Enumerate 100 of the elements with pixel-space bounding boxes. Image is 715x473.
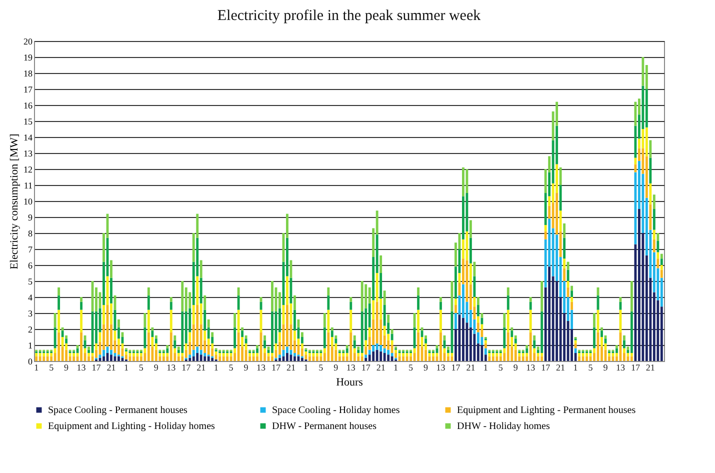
bar — [207, 356, 210, 361]
bar — [136, 356, 139, 361]
bar — [533, 335, 536, 340]
y-tick-label: 20 — [24, 36, 33, 46]
bar — [80, 302, 82, 310]
bar — [533, 348, 536, 353]
bar — [578, 353, 580, 356]
bar — [174, 348, 176, 353]
bar — [390, 356, 394, 361]
x-tick-label: 17 — [630, 362, 640, 372]
bar — [144, 313, 146, 328]
y-tick-label: 13 — [24, 148, 33, 158]
bar — [204, 356, 206, 361]
bar — [466, 231, 468, 260]
bar — [638, 209, 640, 361]
bar — [506, 332, 510, 361]
bar — [656, 241, 660, 252]
bar — [424, 335, 427, 339]
bar — [264, 348, 266, 353]
bar — [38, 353, 42, 356]
bar — [286, 305, 288, 347]
x-tick-label: 1 — [304, 362, 308, 372]
bar — [540, 356, 544, 361]
bar — [264, 340, 266, 348]
bar — [196, 346, 199, 353]
bar — [162, 356, 165, 361]
bar — [334, 335, 338, 339]
bar — [290, 354, 292, 361]
bar — [316, 353, 318, 356]
bar — [154, 335, 158, 339]
bar — [334, 350, 338, 361]
x-tick-label: 13 — [526, 362, 536, 372]
bar — [357, 353, 360, 356]
bar — [162, 353, 165, 356]
legend-label: Space Cooling - Holiday homes — [272, 405, 400, 416]
bar — [327, 332, 330, 361]
bar — [330, 330, 334, 337]
bar — [327, 310, 330, 332]
bar — [177, 346, 180, 350]
bar — [58, 287, 60, 296]
bar — [492, 353, 494, 356]
bar — [35, 353, 38, 356]
bar — [469, 238, 472, 264]
y-tick-label: 19 — [24, 52, 33, 62]
bar — [200, 350, 202, 355]
bar — [353, 340, 356, 348]
bar — [473, 262, 476, 276]
bar — [372, 351, 375, 361]
bar — [54, 348, 56, 353]
bar — [656, 252, 660, 259]
x-tick-label: 21 — [106, 362, 116, 372]
bar — [271, 353, 274, 356]
bar — [652, 194, 656, 209]
bar — [593, 327, 596, 348]
bar — [540, 311, 544, 353]
bar — [54, 313, 56, 328]
bar — [364, 358, 368, 361]
x-tick-label: 5 — [408, 362, 414, 372]
bar — [649, 183, 652, 204]
bar — [440, 302, 442, 310]
chart-title: Electricity profile in the peak summer week — [217, 8, 482, 24]
bar — [376, 350, 378, 361]
legend-label: DHW - Holiday homes — [457, 421, 550, 432]
bar — [151, 330, 154, 337]
bar — [540, 281, 544, 312]
bar — [660, 258, 663, 265]
bar — [61, 327, 64, 331]
bar — [499, 356, 502, 361]
bar — [151, 327, 154, 331]
y-tick-label: 8 — [28, 228, 33, 238]
bar — [241, 337, 244, 347]
bar — [323, 348, 326, 353]
bar — [536, 353, 540, 356]
y-tick-label: 7 — [28, 244, 33, 254]
bar — [338, 353, 341, 356]
bar — [488, 356, 491, 361]
bar — [454, 298, 457, 305]
x-tick-label: 17 — [271, 362, 281, 372]
bar — [58, 332, 60, 361]
bar — [387, 354, 390, 361]
bar — [166, 348, 169, 353]
bar — [570, 286, 574, 291]
bar — [184, 343, 188, 350]
bar — [600, 337, 603, 347]
bar — [192, 356, 195, 361]
y-tick-label: 3 — [28, 308, 33, 318]
bar — [506, 287, 510, 296]
bar — [360, 353, 364, 356]
bar — [234, 313, 236, 328]
bar — [447, 356, 450, 361]
bar — [54, 327, 56, 348]
bar — [188, 358, 192, 361]
bar — [480, 313, 484, 318]
bar — [458, 314, 461, 361]
bar — [312, 353, 315, 356]
bar — [510, 330, 514, 337]
bar — [649, 140, 652, 158]
bar — [88, 353, 90, 356]
bar — [372, 345, 375, 352]
bar — [342, 356, 345, 361]
